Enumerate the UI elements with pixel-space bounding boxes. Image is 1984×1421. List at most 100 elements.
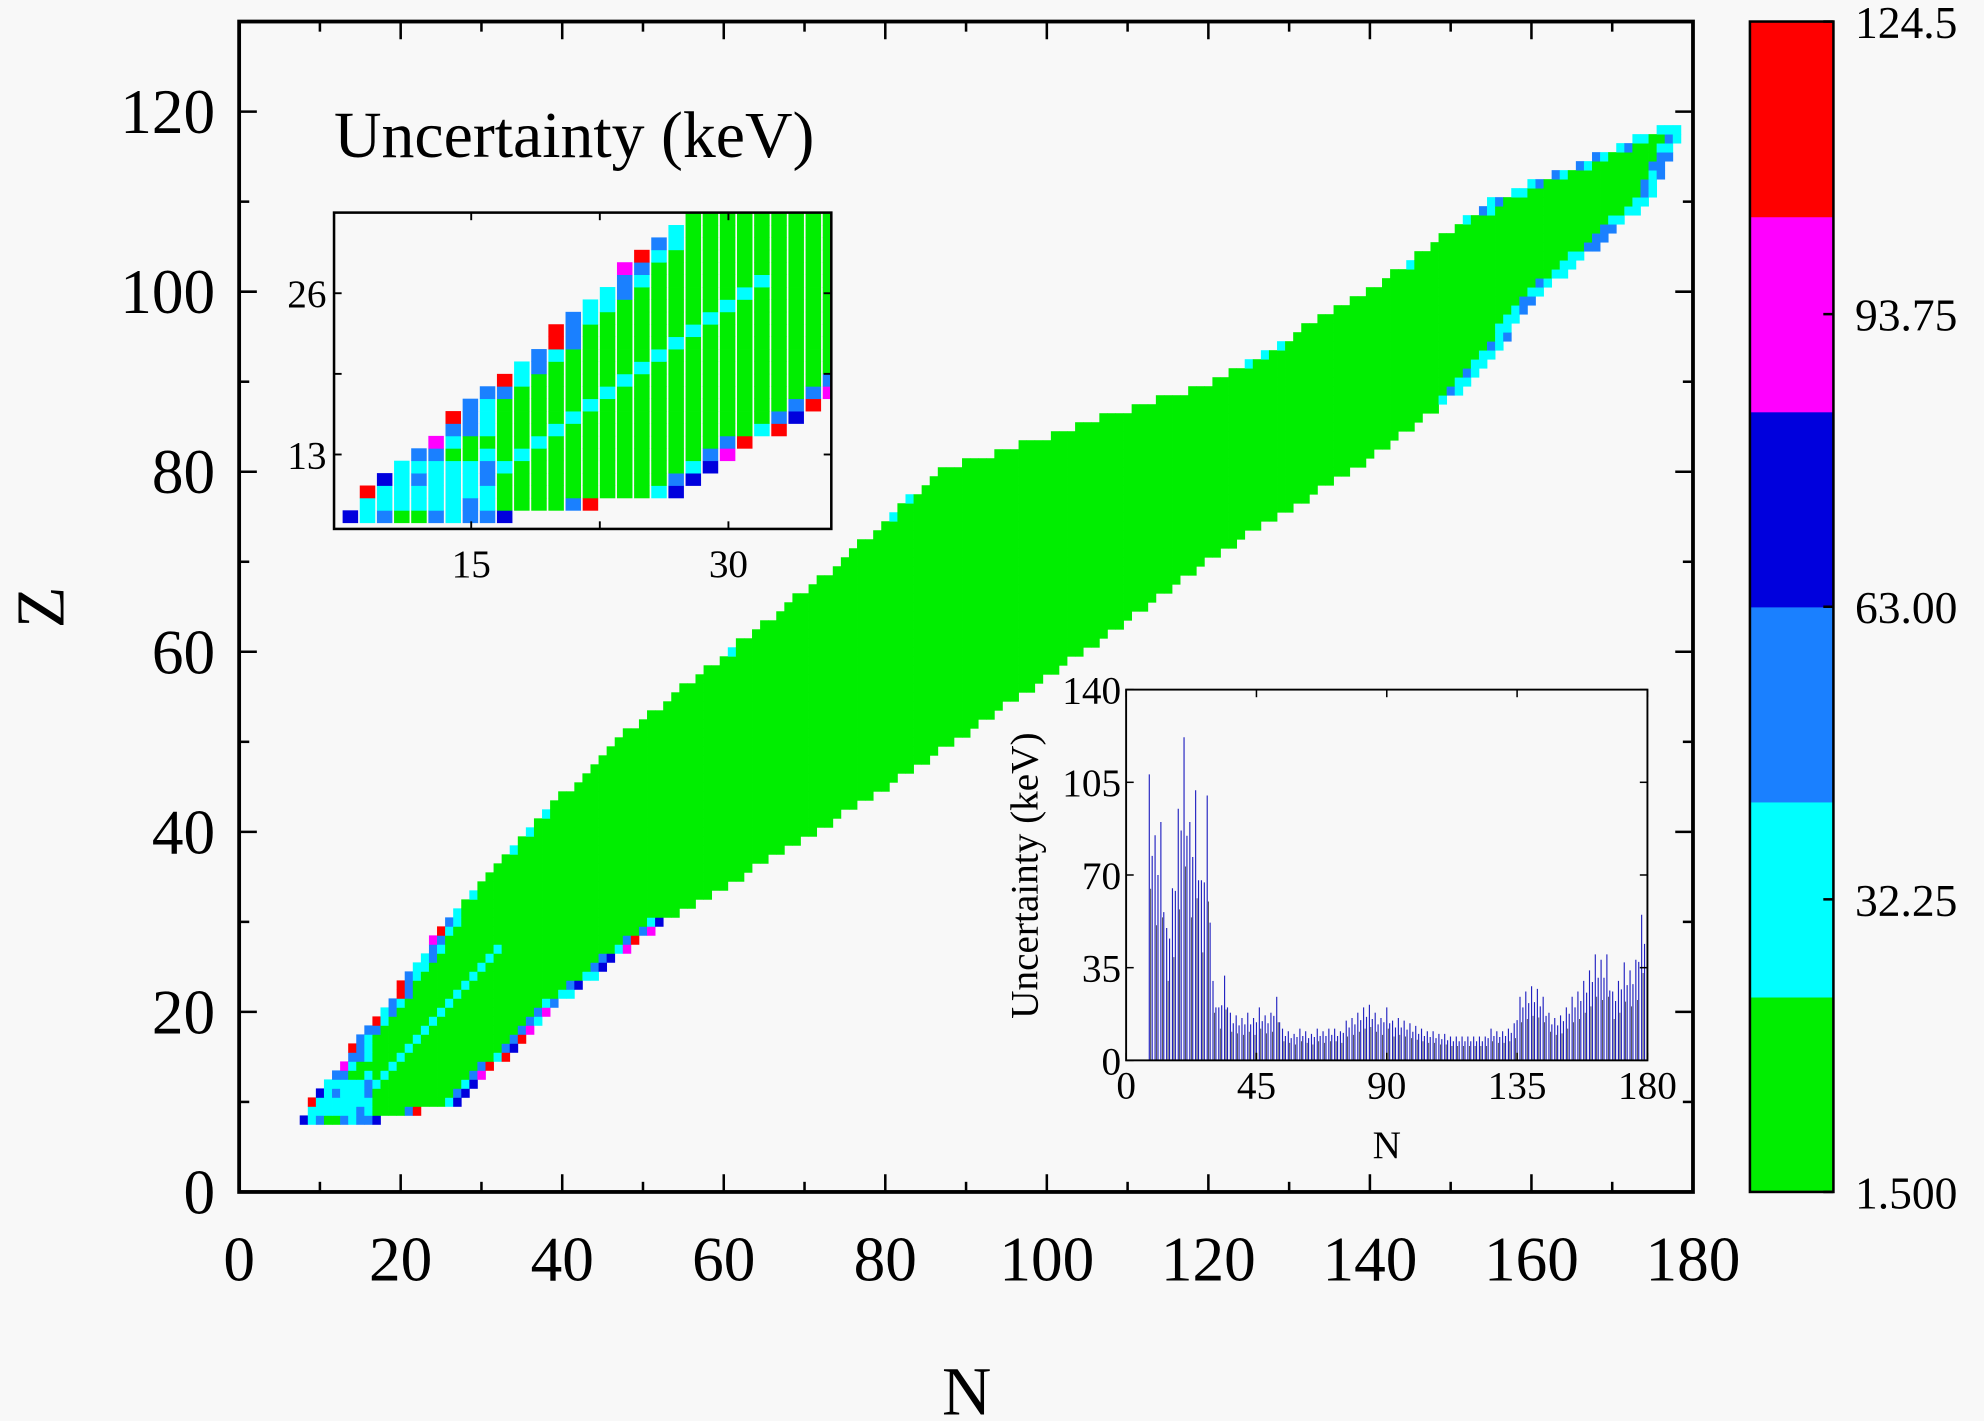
heatmap-cell (832, 611, 842, 621)
heatmap-cell (873, 593, 882, 603)
heatmap-cell (816, 818, 826, 828)
heatmap-cell (679, 692, 688, 702)
heatmap-cell (848, 629, 858, 639)
heatmap-cell (477, 1070, 486, 1080)
heatmap-cell (1026, 467, 1036, 477)
heatmap-cell (771, 287, 787, 300)
heatmap-cell (1163, 494, 1173, 504)
heatmap-cell (1462, 368, 1472, 378)
heatmap-cell (848, 611, 858, 621)
heatmap-cell (655, 782, 664, 792)
heatmap-cell (1406, 395, 1415, 405)
heatmap-cell (1026, 449, 1036, 459)
heatmap-cell (550, 917, 559, 927)
heatmap-cell (771, 411, 787, 424)
heatmap-cell (1478, 305, 1488, 315)
heatmap-cell (784, 791, 793, 801)
heatmap-cell (1616, 143, 1625, 153)
heatmap-cell (1446, 305, 1456, 315)
heatmap-cell (1390, 296, 1399, 306)
heatmap-cell (736, 212, 753, 226)
heatmap-cell (921, 665, 931, 675)
heatmap-cell (695, 764, 704, 774)
heatmap-cell (1131, 431, 1141, 441)
heatmap-cell (558, 800, 567, 810)
heatmap-cell (857, 755, 866, 765)
heatmap-cell (1026, 557, 1036, 567)
heatmap-cell (622, 872, 632, 882)
heatmap-cell (1406, 377, 1415, 387)
heatmap-cell (396, 998, 406, 1008)
heatmap-cell (1503, 197, 1512, 207)
heatmap-cell (792, 665, 801, 675)
heatmap-cell (788, 287, 804, 300)
heatmap-cell (599, 361, 616, 375)
heatmap-cell (437, 1070, 446, 1080)
heatmap-cell (1131, 404, 1141, 414)
heatmap-cell (840, 674, 850, 684)
heatmap-cell (493, 1007, 503, 1017)
heatmap-cell (599, 349, 616, 362)
heatmap-cell (394, 473, 410, 486)
heatmap-cell (1632, 206, 1641, 216)
heatmap-cell (719, 746, 729, 756)
heatmap-cell (1244, 431, 1254, 441)
heatmap-cell (634, 485, 650, 499)
heatmap-cell (808, 710, 818, 720)
heatmap-cell (1083, 602, 1092, 612)
heatmap-cell (1551, 242, 1561, 252)
heatmap-cell (437, 1025, 446, 1035)
heatmap-cell (1010, 476, 1019, 486)
heatmap-cell (1139, 440, 1149, 450)
heatmap-cell (1527, 233, 1536, 243)
heatmap-cell (994, 575, 1003, 585)
heatmap-cell (719, 791, 729, 801)
heatmap-cell (1365, 368, 1375, 378)
heatmap-cell (1115, 422, 1124, 432)
heatmap-cell (873, 629, 882, 639)
heatmap-cell (671, 863, 680, 873)
heatmap-cell (1357, 413, 1367, 423)
heatmap-cell (616, 473, 633, 486)
heatmap-cell (1382, 341, 1391, 351)
heatmap-cell (1115, 431, 1124, 441)
heatmap-cell (1398, 314, 1407, 324)
heatmap-cell (634, 274, 650, 288)
heatmap-cell (994, 548, 1003, 558)
heatmap-cell (702, 212, 719, 226)
heatmap-cell (962, 593, 971, 603)
heatmap-cell (1398, 386, 1407, 396)
heatmap-cell (921, 710, 931, 720)
heatmap-cell (962, 629, 971, 639)
heatmap-cell (1487, 197, 1496, 207)
heatmap-cell (1196, 422, 1205, 432)
heatmap-cell (1058, 620, 1068, 630)
heatmap-cell (1260, 458, 1270, 468)
heatmap-cell (493, 1034, 503, 1044)
heatmap-cell (978, 530, 987, 540)
heatmap-cell (897, 593, 906, 603)
heatmap-cell (404, 1043, 414, 1053)
heatmap-cell (1382, 350, 1391, 360)
heatmap-cell (428, 1034, 438, 1044)
heatmap-cell (1034, 674, 1044, 684)
heatmap-cell (1559, 188, 1569, 198)
heatmap-cell (1301, 359, 1310, 369)
heatmap-cell (1309, 413, 1318, 423)
heatmap-cell (533, 827, 543, 837)
heatmap-cell (962, 647, 971, 657)
heatmap-cell (816, 764, 826, 774)
heatmap-cell (1373, 341, 1383, 351)
heatmap-cell (1099, 440, 1108, 450)
heatmap-cell (671, 755, 680, 765)
heatmap-cell (1398, 377, 1407, 387)
heatmap-cell (1414, 251, 1423, 261)
heatmap-cell (1600, 161, 1609, 171)
heatmap-cell (542, 818, 551, 828)
heatmap-cell (784, 719, 793, 729)
heatmap-cell (929, 629, 939, 639)
heatmap-cell (359, 485, 376, 499)
heatmap-cell (905, 647, 914, 657)
heatmap-cell (574, 899, 583, 909)
heatmap-cell (929, 521, 939, 531)
